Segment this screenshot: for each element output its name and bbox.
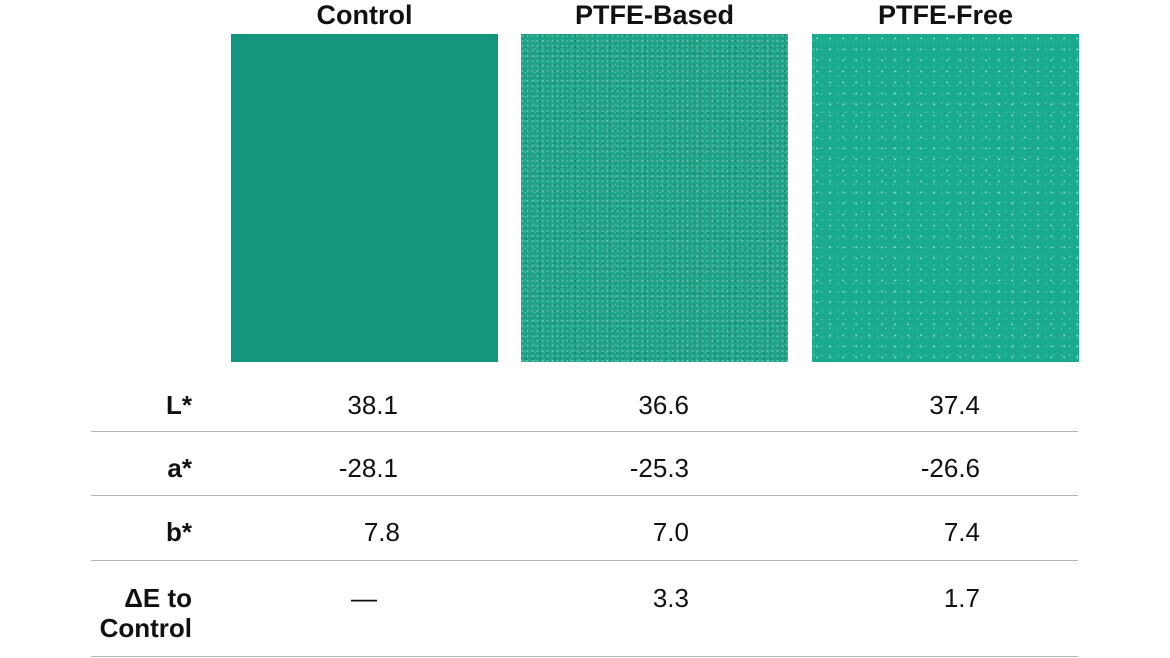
row-divider — [91, 560, 1078, 561]
cell-value: — — [351, 583, 377, 613]
row-label-delta-e: ΔE to Control — [100, 583, 192, 643]
cell-value: 3.3 — [652, 583, 689, 613]
cell-value: 36.6 — [638, 390, 689, 420]
cell-value: 38.1 — [347, 390, 398, 420]
swatch-control — [231, 34, 498, 362]
row-label-l: L* — [166, 390, 192, 420]
cell-value: -25.3 — [629, 453, 689, 483]
cell-value: 1.7 — [943, 583, 980, 613]
row-divider — [91, 431, 1078, 432]
row-divider — [91, 656, 1078, 657]
swatch-ptfe-free — [812, 34, 1079, 362]
cell-value: -26.6 — [920, 453, 980, 483]
column-header-ptfe-free: PTFE-Free — [877, 0, 1014, 30]
row-divider — [91, 495, 1078, 496]
cell-value: 7.8 — [363, 517, 400, 547]
row-label-b: b* — [166, 517, 192, 547]
cell-value: 37.4 — [929, 390, 980, 420]
row-label-a: a* — [167, 453, 192, 483]
cell-value: -28.1 — [338, 453, 398, 483]
column-header-ptfe-based: PTFE-Based — [574, 0, 735, 30]
swatch-ptfe-based — [521, 34, 788, 362]
cell-value: 7.0 — [652, 517, 689, 547]
row-label-line: Control — [99, 613, 192, 643]
cell-value: 7.4 — [943, 517, 980, 547]
column-header-control: Control — [316, 0, 413, 30]
row-label-line: ΔE to — [124, 583, 192, 613]
